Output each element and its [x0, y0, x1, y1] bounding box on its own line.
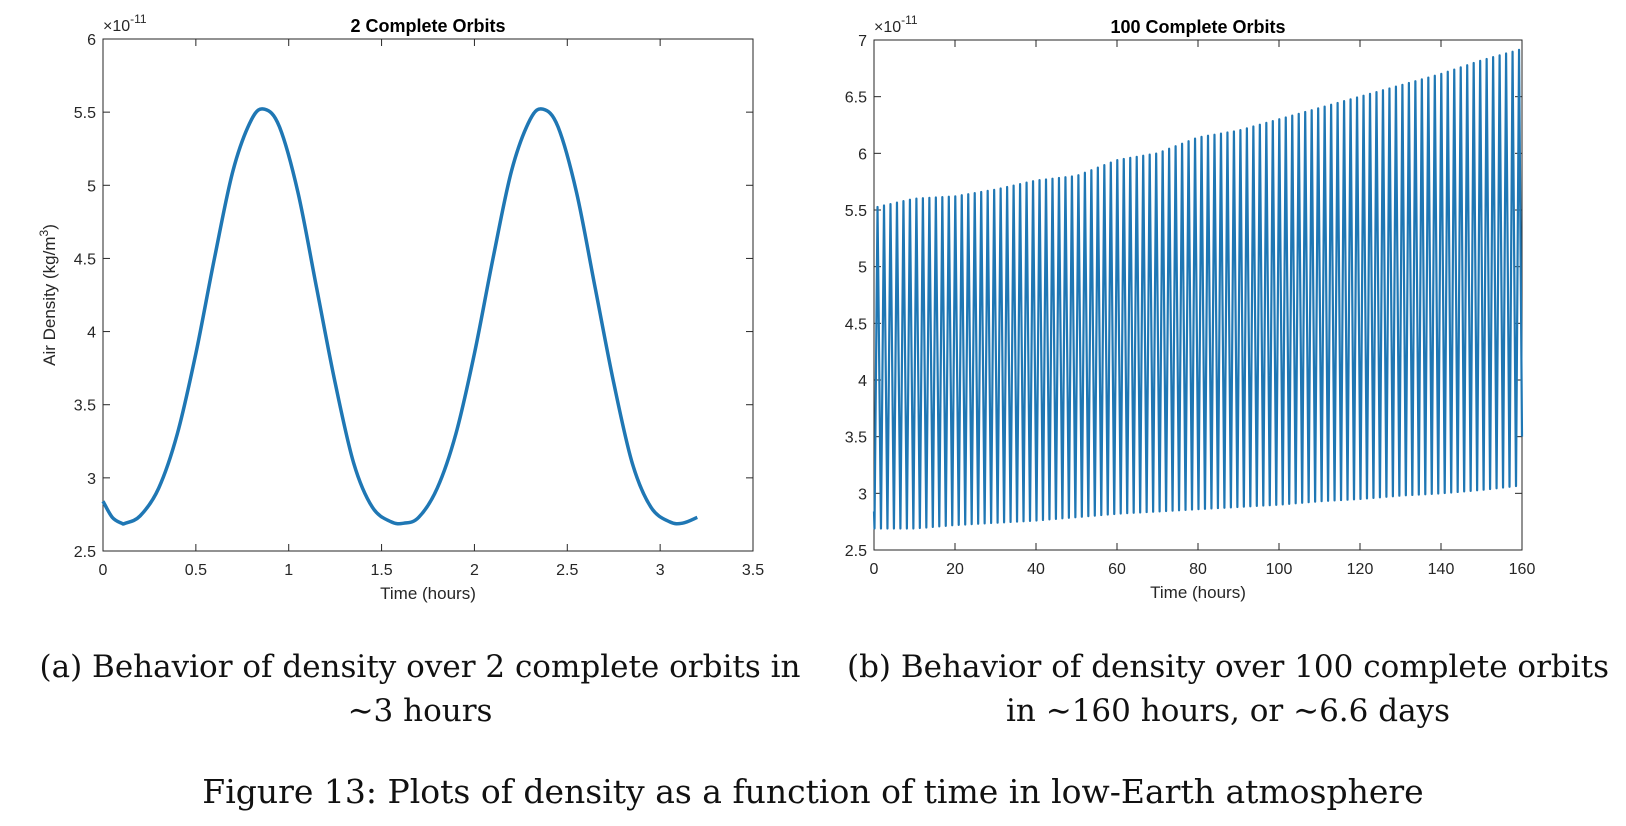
chart-a-x-tick-label: 0.5: [185, 562, 207, 579]
chart-b-x-axis-label: Time (hours): [1150, 583, 1246, 602]
chart-b-y-tick-label: 7: [858, 33, 867, 50]
chart-a-y-tick-label: 5: [87, 178, 96, 195]
chart-a-series-line: [101, 107, 698, 526]
subfigure-b-caption-line2: in ∼160 hours, or ∼6.6 days: [1006, 693, 1450, 729]
chart-a-x-tick-label: 3.5: [742, 562, 764, 579]
chart-a-y-tick-label: 4.5: [74, 251, 96, 268]
chart-a-title: 2 Complete Orbits: [350, 16, 505, 36]
subfigure-b-caption-line1: (b) Behavior of density over 100 complet…: [846, 649, 1610, 685]
chart-panel-b: 100 Complete Orbits 0 20 40 60 80 100 120 140 160…: [808, 0, 1626, 740]
chart-b-y-tick-label: 3: [858, 486, 867, 503]
chart-a-y-axis-label: Air Density (kg/m3): [37, 224, 59, 366]
subfigure-a-caption-line2: ∼3 hours: [347, 693, 493, 729]
chart-b-y-tick-label: 4: [858, 373, 867, 390]
chart-b-x-tick-label: 100: [1266, 561, 1293, 578]
chart-a-y-tick-label: 2.5: [74, 544, 96, 561]
chart-a-axes-box: [102, 38, 754, 552]
chart-a-x-tick-label: 2.5: [556, 562, 578, 579]
chart-b-x-tick-label: 80: [1189, 561, 1207, 578]
chart-a-x-tick-label: 1.5: [370, 562, 392, 579]
chart-b-y-tick-label: 5.5: [845, 203, 867, 220]
chart-b-x-tick-label: 120: [1347, 561, 1374, 578]
chart-a-x-tick-label: 1: [284, 562, 293, 579]
chart-b-series-line: [872, 48, 1524, 530]
chart-b-exponent-label: ×10-11: [874, 13, 918, 36]
chart-a-exponent-label: ×10-11: [103, 12, 147, 35]
chart-b-y-tick-label: 6: [858, 146, 867, 163]
chart-a-x-tick-label: 0: [99, 562, 108, 579]
chart-b-x-tick-label: 0: [870, 561, 879, 578]
chart-b-y-tick-label: 2.5: [845, 543, 867, 560]
subfigure-b-caption: (b) Behavior of density over 100 complet…: [830, 645, 1626, 733]
chart-b-y-tick-label: 3.5: [845, 430, 867, 447]
chart-b-svg: 100 Complete Orbits 0 20 40 60 80 100 120 140 160…: [808, 13, 1536, 602]
chart-a-y-tick-label: 6: [87, 32, 96, 49]
chart-a-svg: 2 Complete Orbits 0 0.5 1 1.5 2 2.5 3 3.5 2.5 3 3.5…: [37, 12, 764, 603]
chart-panel-a: 2 Complete Orbits 0 0.5 1 1.5 2 2.5 3 3.5 2.5 3 3.5…: [20, 0, 820, 740]
chart-a-x-tick-label: 3: [656, 562, 665, 579]
chart-b-x-tick-label: 160: [1509, 561, 1536, 578]
figure-caption: Figure 13: Plots of density as a functio…: [202, 772, 1424, 811]
chart-a-x-tick-label: 2: [470, 562, 479, 579]
chart-b-x-tick-label: 20: [946, 561, 964, 578]
chart-b-y-tick-label: 5: [858, 260, 867, 277]
chart-b-y-tick-label: 6.5: [845, 90, 867, 107]
chart-b-title: 100 Complete Orbits: [1110, 17, 1285, 37]
chart-a-y-tick-label: 3: [87, 471, 96, 488]
chart-a-x-axis-label: Time (hours): [380, 584, 476, 603]
chart-a-y-tick-label: 3.5: [74, 398, 96, 415]
chart-a-y-tick-label: 4: [87, 325, 96, 342]
chart-b-y-tick-label: 4.5: [845, 316, 867, 333]
chart-a-y-tick-label: 5.5: [74, 105, 96, 122]
subfigure-a-caption-line1: (a) Behavior of density over 2 complete …: [39, 649, 801, 685]
chart-b-x-tick-label: 60: [1108, 561, 1126, 578]
subfigure-a-caption: (a) Behavior of density over 2 complete …: [20, 645, 820, 733]
chart-b-x-tick-label: 40: [1027, 561, 1045, 578]
chart-b-x-tick-label: 140: [1428, 561, 1455, 578]
